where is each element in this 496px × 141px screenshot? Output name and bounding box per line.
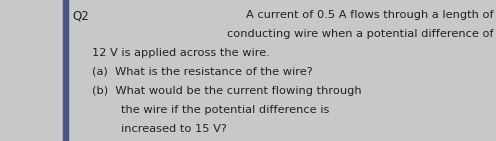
Text: 12 V is applied across the wire.: 12 V is applied across the wire.: [92, 48, 270, 58]
Bar: [63, 0, 68, 141]
Text: the wire if the potential difference is: the wire if the potential difference is: [92, 105, 329, 115]
Text: (b)  What would be the current flowing through: (b) What would be the current flowing th…: [92, 86, 362, 96]
Text: conducting wire when a potential difference of: conducting wire when a potential differe…: [227, 29, 494, 39]
Text: A current of 0.5 A flows through a length of: A current of 0.5 A flows through a lengt…: [246, 10, 494, 20]
Text: increased to 15 V?: increased to 15 V?: [92, 124, 227, 134]
Text: (a)  What is the resistance of the wire?: (a) What is the resistance of the wire?: [92, 67, 312, 77]
Text: Q2: Q2: [72, 10, 89, 23]
